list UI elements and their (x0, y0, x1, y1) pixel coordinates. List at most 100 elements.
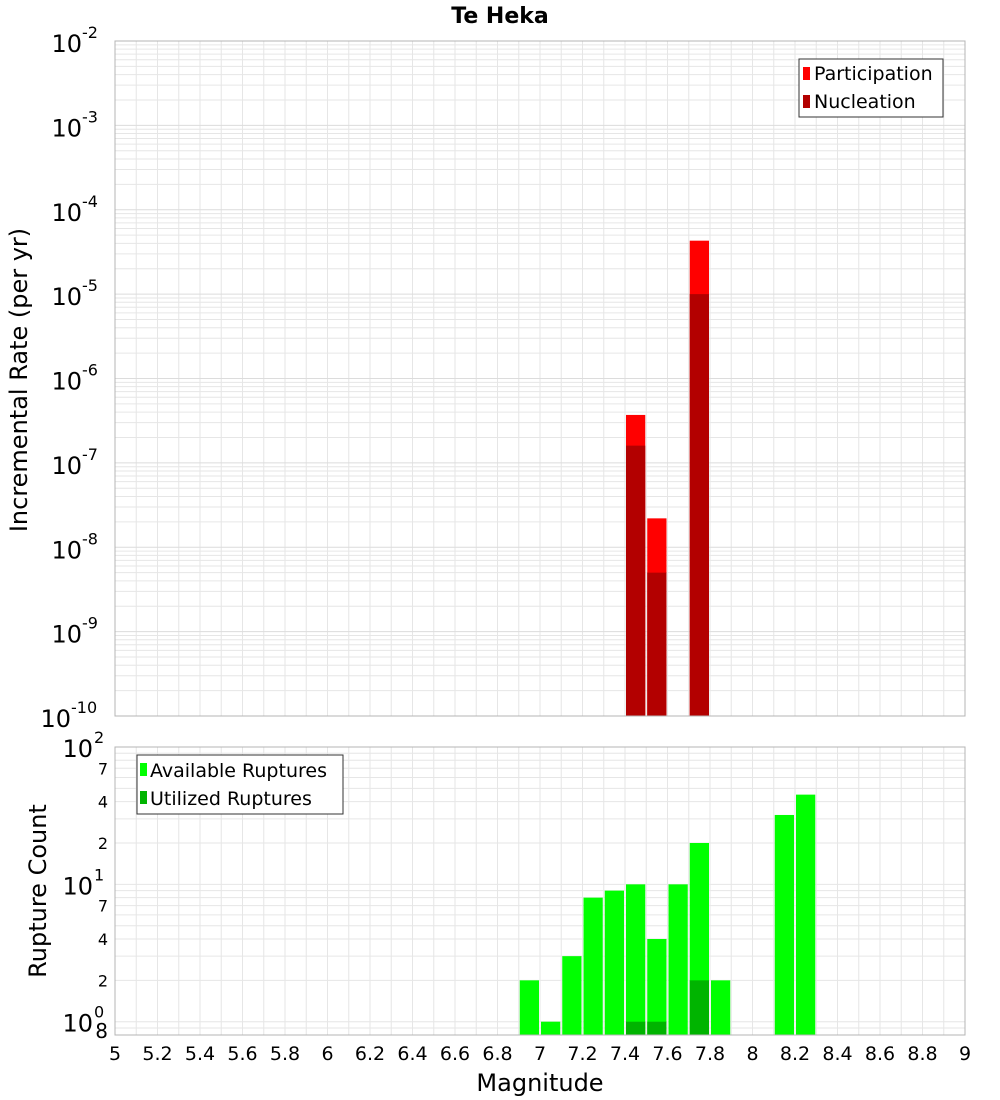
bar-available (519, 980, 539, 1035)
svg-text:1: 1 (94, 865, 104, 884)
x-tick-label: 5.2 (142, 1043, 172, 1065)
svg-text:0: 0 (94, 1003, 104, 1022)
y-tick-label: 10 -4 (51, 192, 98, 227)
bar-available (796, 794, 816, 1035)
top-panel-frame (114, 40, 966, 717)
bar-available (583, 897, 603, 1035)
svg-text:-4: -4 (82, 192, 98, 211)
svg-text:-10: -10 (71, 698, 97, 717)
y-minor-tick-label: 2 (98, 834, 108, 853)
x-tick-label: 6.2 (355, 1043, 385, 1065)
svg-text:10: 10 (51, 30, 82, 58)
x-tick-label: 5.6 (227, 1043, 257, 1065)
bottom-legend-box (136, 754, 344, 815)
bar-available (626, 884, 646, 1035)
svg-text:-5: -5 (82, 276, 98, 295)
bottom-panel-bars (519, 794, 816, 1035)
x-tick-label: 8.6 (865, 1043, 895, 1065)
legend-label-utilized: Utilized Ruptures (150, 788, 312, 810)
legend-label-participation: Participation (814, 63, 933, 85)
x-tick-label: 5 (109, 1043, 121, 1065)
x-tick-label: 7.4 (610, 1043, 640, 1065)
bar-utilized (689, 980, 709, 1035)
svg-text:-6: -6 (82, 361, 98, 380)
y-tick-label: 10 -5 (51, 276, 98, 311)
bottom-legend: Available Ruptures Utilized Ruptures (136, 754, 344, 815)
top-panel-bars (626, 240, 709, 717)
x-tick-label: 5.4 (185, 1043, 215, 1065)
x-tick-label: 8 (746, 1043, 758, 1065)
x-tick-label: 7.8 (695, 1043, 725, 1065)
svg-text:10: 10 (62, 735, 93, 763)
y-minor-tick-label: 8 (95, 1019, 108, 1043)
y-minor-tick-label: 4 (98, 930, 108, 949)
legend-swatch-utilized (140, 791, 147, 804)
svg-text:10: 10 (51, 114, 82, 142)
bar-available (774, 814, 794, 1035)
bottom-y-axis-label: Rupture Count (24, 804, 52, 978)
bar-utilized (647, 1021, 667, 1035)
bar-available (541, 1021, 561, 1035)
legend-label-nucleation: Nucleation (814, 91, 916, 113)
x-tick-label: 6.6 (440, 1043, 470, 1065)
y-tick-label: 10 -6 (51, 361, 98, 396)
x-tick-label: 8.8 (907, 1043, 937, 1065)
y-minor-tick-label: 4 (98, 793, 108, 812)
bar-nucleation (626, 445, 646, 716)
x-tick-label: 5.8 (270, 1043, 300, 1065)
chart-title: Te Heka (451, 4, 548, 29)
y-tick-label: 10 -9 (51, 614, 98, 649)
x-tick-label: 7 (534, 1043, 546, 1065)
x-tick-labels: 5 5.2 5.4 5.6 5.8 6 6.2 6.4 6.6 6.8 7 7.2 7.4 7.6 7.8 8… (109, 1043, 971, 1065)
svg-text:10: 10 (51, 283, 82, 311)
svg-text:10: 10 (40, 705, 71, 733)
bar-nucleation (689, 294, 709, 716)
bar-available (604, 890, 624, 1035)
svg-text:10: 10 (51, 452, 82, 480)
svg-text:10: 10 (62, 1010, 93, 1038)
y-tick-label: 10 -10 (40, 698, 97, 733)
svg-text:10: 10 (62, 872, 93, 900)
y-minor-tick-label: 7 (98, 897, 108, 916)
x-tick-label: 6.4 (397, 1043, 427, 1065)
x-tick-label: 7.2 (567, 1043, 597, 1065)
bar-utilized (626, 1021, 646, 1035)
top-panel-grid (114, 41, 966, 717)
top-legend: Participation Nucleation (798, 58, 944, 118)
svg-text:-8: -8 (82, 529, 98, 548)
y-tick-label: 10 -8 (51, 529, 98, 564)
svg-text:10: 10 (51, 536, 82, 564)
svg-text:10: 10 (51, 368, 82, 396)
top-y-axis-label: Incremental Rate (per yr) (5, 228, 33, 532)
y-tick-label: 10 -2 (51, 23, 98, 58)
bar-available (647, 939, 667, 1035)
y-minor-tick-label: 7 (98, 759, 108, 778)
top-legend-box (798, 58, 944, 118)
legend-label-available: Available Ruptures (150, 760, 327, 782)
svg-text:-3: -3 (82, 107, 98, 126)
x-tick-label: 7.6 (652, 1043, 682, 1065)
y-tick-label: 10 1 (62, 865, 104, 900)
legend-swatch-participation (803, 67, 810, 80)
svg-text:10: 10 (51, 199, 82, 227)
y-tick-label: 10 2 (62, 728, 104, 763)
bar-available (562, 956, 582, 1035)
legend-swatch-available (140, 763, 147, 776)
x-axis-label: Magnitude (476, 1069, 603, 1097)
x-tick-label: 8.2 (780, 1043, 810, 1065)
y-minor-tick-label: 2 (98, 971, 108, 990)
x-tick-label: 6 (321, 1043, 333, 1065)
bar-available (668, 884, 688, 1035)
y-tick-label: 10 -7 (51, 445, 98, 480)
svg-text:-9: -9 (82, 614, 98, 633)
svg-text:10: 10 (51, 621, 82, 649)
legend-swatch-nucleation (803, 95, 810, 108)
x-tick-label: 8.4 (822, 1043, 852, 1065)
svg-text:2: 2 (94, 728, 104, 747)
x-tick-label: 9 (959, 1043, 971, 1065)
y-tick-label: 10 -3 (51, 107, 98, 142)
bar-available (711, 980, 731, 1035)
